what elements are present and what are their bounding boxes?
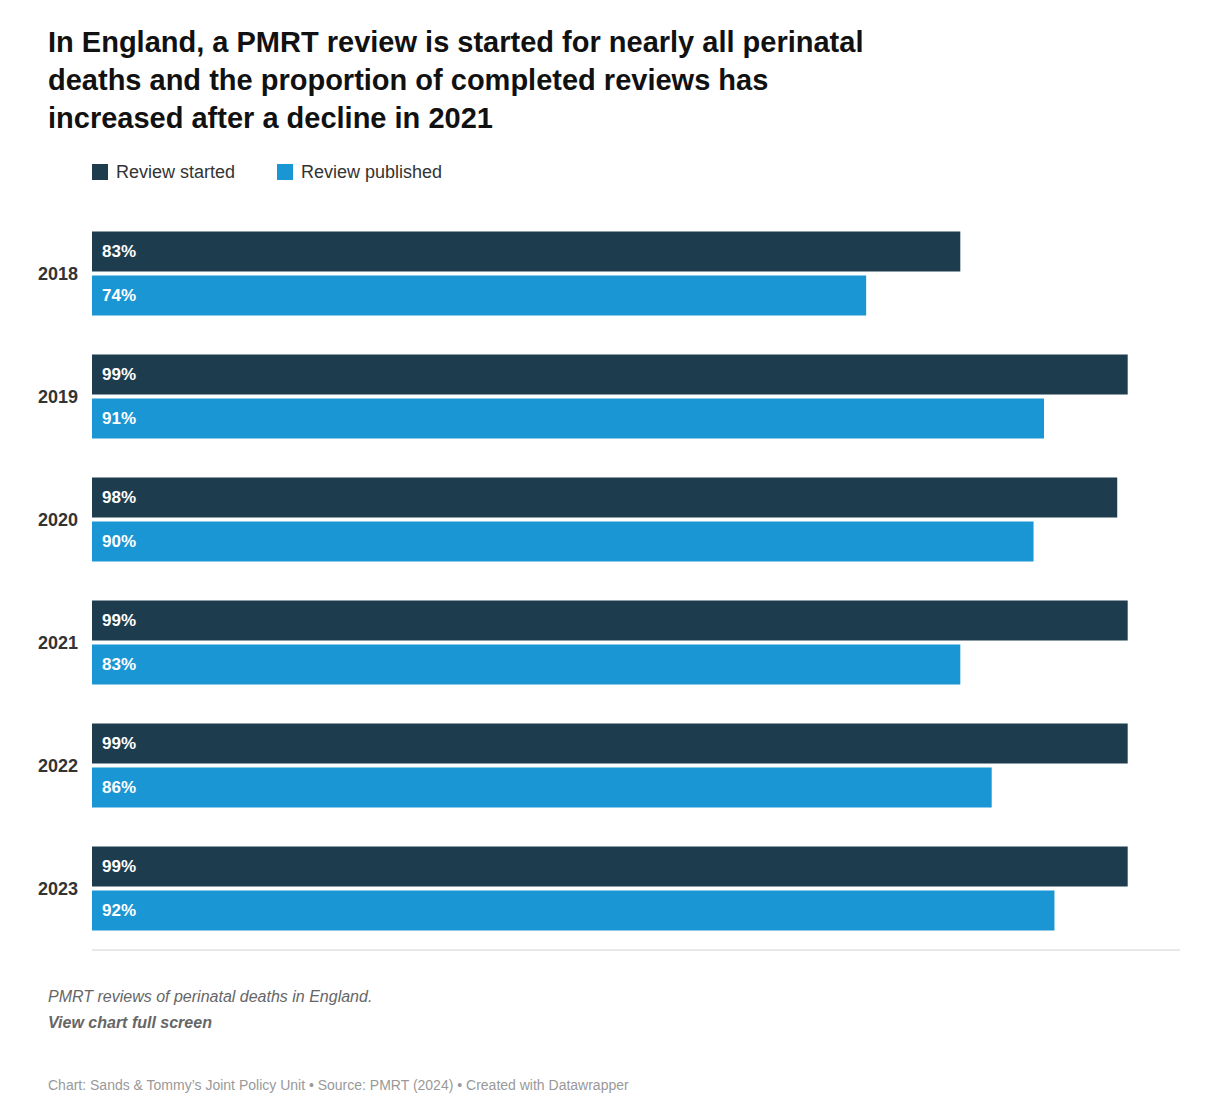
legend-label: Review published <box>301 162 442 182</box>
legend: Review started Review published <box>92 162 442 182</box>
y-tick-label: 2022 <box>38 756 78 776</box>
bar <box>92 847 1128 887</box>
y-tick-label: 2023 <box>38 879 78 899</box>
bar <box>92 724 1128 764</box>
bar <box>92 399 1044 439</box>
data-label: 83% <box>102 242 136 261</box>
bar <box>92 232 960 272</box>
bar <box>92 355 1128 395</box>
annotation: Chart: Sands & Tommy’s Joint Policy Unit… <box>48 1077 629 1093</box>
bar <box>92 276 866 316</box>
y-tick-label: 2018 <box>38 264 78 284</box>
chart: In England, a PMRT review is started for… <box>0 0 1220 1112</box>
y-tick-label: 2020 <box>38 510 78 530</box>
data-labels: 83% 74% 99% 91% 98% 90% 99% 83% 99% 86% 99% 92% <box>102 242 136 920</box>
legend-swatch <box>277 164 293 180</box>
bar <box>92 891 1054 931</box>
legend-label: Review started <box>116 162 235 182</box>
y-axis: 2018 2019 2020 2021 2022 2023 <box>38 264 78 899</box>
title: In England, a PMRT review is started for… <box>48 26 863 134</box>
x-axis-line <box>92 950 1180 951</box>
data-label: 83% <box>102 655 136 674</box>
data-label: 90% <box>102 532 136 551</box>
bar <box>92 645 960 685</box>
data-label: 99% <box>102 365 136 384</box>
data-label: 86% <box>102 778 136 797</box>
annotation: View chart full screen <box>48 1014 212 1031</box>
data-label: 92% <box>102 901 136 920</box>
y-tick-label: 2019 <box>38 387 78 407</box>
y-tick-label: 2021 <box>38 633 78 653</box>
background <box>0 0 1220 1112</box>
bar <box>92 522 1034 562</box>
data-label: 74% <box>102 286 136 305</box>
bar <box>92 601 1128 641</box>
data-label: 99% <box>102 857 136 876</box>
data-label: 99% <box>102 611 136 630</box>
data-label: 99% <box>102 734 136 753</box>
annotation: PMRT reviews of perinatal deaths in Engl… <box>48 988 372 1005</box>
bar <box>92 478 1117 518</box>
bars <box>92 232 1128 931</box>
legend-swatch <box>92 164 108 180</box>
data-label: 98% <box>102 488 136 507</box>
bar <box>92 768 992 808</box>
data-label: 91% <box>102 409 136 428</box>
